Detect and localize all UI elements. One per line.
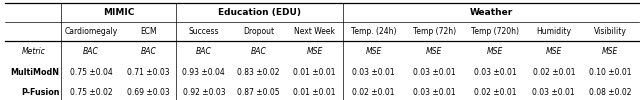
Text: Metric: Metric <box>21 47 45 56</box>
Text: 0.01 ±0.01: 0.01 ±0.01 <box>294 68 336 77</box>
Text: MIMIC: MIMIC <box>103 8 134 17</box>
Text: 0.03 ±0.01: 0.03 ±0.01 <box>474 68 516 77</box>
Text: Temp. (24h): Temp. (24h) <box>351 27 396 36</box>
Text: 0.92 ±0.03: 0.92 ±0.03 <box>182 88 225 97</box>
Text: MSE: MSE <box>307 47 323 56</box>
Text: Success: Success <box>189 27 219 36</box>
Text: Education (EDU): Education (EDU) <box>218 8 301 17</box>
Text: 0.01 ±0.01: 0.01 ±0.01 <box>294 88 336 97</box>
Text: 0.71 ±0.03: 0.71 ±0.03 <box>127 68 170 77</box>
Text: MSE: MSE <box>602 47 619 56</box>
Text: MSE: MSE <box>365 47 382 56</box>
Text: 0.83 ±0.02: 0.83 ±0.02 <box>237 68 280 77</box>
Text: BAC: BAC <box>251 47 267 56</box>
Text: 0.87 ±0.05: 0.87 ±0.05 <box>237 88 280 97</box>
Text: 0.75 ±0.02: 0.75 ±0.02 <box>70 88 112 97</box>
Text: Temp (720h): Temp (720h) <box>471 27 519 36</box>
Text: MSE: MSE <box>426 47 443 56</box>
Text: Temp (72h): Temp (72h) <box>413 27 456 36</box>
Text: Humidity: Humidity <box>536 27 572 36</box>
Text: 0.03 ±0.01: 0.03 ±0.01 <box>413 88 456 97</box>
Text: 0.03 ±0.01: 0.03 ±0.01 <box>413 68 456 77</box>
Text: ECM: ECM <box>140 27 157 36</box>
Text: 0.08 ±0.02: 0.08 ±0.02 <box>589 88 632 97</box>
Text: P-Fusion: P-Fusion <box>21 88 60 97</box>
Text: Next Week: Next Week <box>294 27 335 36</box>
Text: Dropout: Dropout <box>243 27 275 36</box>
Text: Cardiomegaly: Cardiomegaly <box>64 27 118 36</box>
Text: MSE: MSE <box>487 47 503 56</box>
Text: 0.03 ±0.01: 0.03 ±0.01 <box>532 88 575 97</box>
Text: 0.93 ±0.04: 0.93 ±0.04 <box>182 68 225 77</box>
Text: MSE: MSE <box>546 47 562 56</box>
Text: BAC: BAC <box>196 47 212 56</box>
Text: 0.02 ±0.01: 0.02 ±0.01 <box>353 88 395 97</box>
Text: BAC: BAC <box>83 47 99 56</box>
Text: 0.02 ±0.01: 0.02 ±0.01 <box>474 88 516 97</box>
Text: Weather: Weather <box>469 8 513 17</box>
Text: 0.69 ±0.03: 0.69 ±0.03 <box>127 88 170 97</box>
Text: BAC: BAC <box>140 47 156 56</box>
Text: 0.75 ±0.04: 0.75 ±0.04 <box>70 68 112 77</box>
Text: Visibility: Visibility <box>594 27 627 36</box>
Text: 0.03 ±0.01: 0.03 ±0.01 <box>353 68 395 77</box>
Text: 0.02 ±0.01: 0.02 ±0.01 <box>532 68 575 77</box>
Text: 0.10 ±0.01: 0.10 ±0.01 <box>589 68 632 77</box>
Text: MultiModN: MultiModN <box>10 68 60 77</box>
